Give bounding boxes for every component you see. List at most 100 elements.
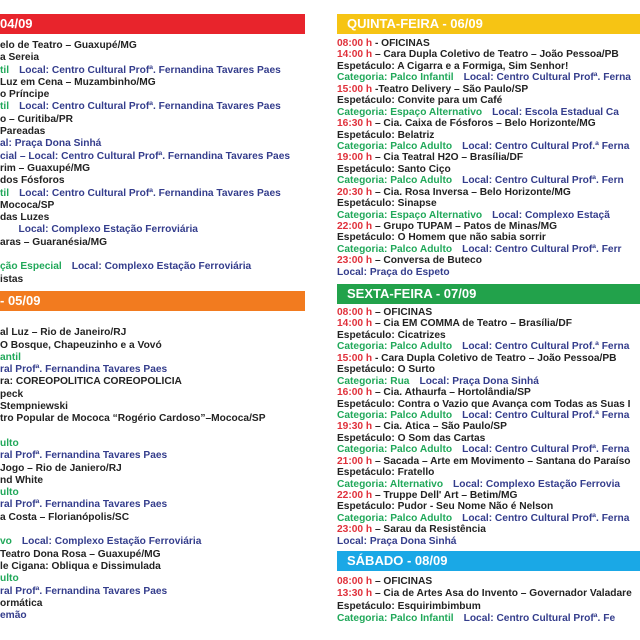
schedule-line: tro Popular de Mococa “Rogério Cardoso”–… bbox=[0, 413, 330, 425]
schedule-line: Espetáculo: Belatriz bbox=[337, 130, 640, 141]
schedule-line: o Príncipe bbox=[0, 89, 330, 101]
schedule-line: 23:00 h – Sarau da Resistência bbox=[337, 524, 640, 535]
schedule-line: ral Profª. Fernandina Tavares Paes bbox=[0, 499, 330, 511]
schedule-line: 14:00 h – Cia EM COMMA de Teatro – Brasí… bbox=[337, 318, 640, 329]
event-location: ral Profª. Fernandina Tavares Paes bbox=[0, 585, 168, 597]
event-text: – Cia. Rosa Inversa – Belo Horizonte/MG bbox=[372, 186, 571, 198]
event-text: Espetáculo: Cicatrizes bbox=[337, 329, 446, 341]
day-header: - 05/09 bbox=[0, 291, 305, 311]
schedule-line: Categoria: Palco Infantil Local: Centro C… bbox=[337, 72, 640, 83]
event-location: Local: Escola Estadual Ca bbox=[492, 106, 619, 118]
event-text: ormática bbox=[0, 597, 43, 609]
blank-line bbox=[0, 426, 330, 438]
schedule-line: 22:00 h – Grupo TUPAM – Patos de Minas/M… bbox=[337, 221, 640, 232]
event-location: Local: Complexo Estação Ferroviária bbox=[18, 224, 198, 236]
event-text: Espetáculo: Pudor - Seu Nome Não é Nelso… bbox=[337, 501, 554, 513]
event-text: Teatro Dona Rosa – Guaxupé/MG bbox=[0, 548, 161, 560]
schedule-list: elo de Teatro – Guaxupé/MG a Sereia til Loc… bbox=[0, 40, 330, 286]
event-text: rim – Guaxupé/MG bbox=[0, 162, 91, 174]
schedule-list: 08:00 h – OFICINAS 13:30 h – Cia de Artes… bbox=[337, 576, 640, 625]
schedule-line: peck bbox=[0, 389, 330, 401]
event-text: Espetáculo: O Surto bbox=[337, 364, 435, 376]
event-location: Local: Centro Cultural Profª. Fernandina… bbox=[19, 101, 281, 113]
event-location: Local: Complexo Estação Ferroviária bbox=[21, 536, 202, 548]
schedule-line: istas bbox=[0, 274, 330, 286]
schedule-line: Stempniewski bbox=[0, 401, 330, 413]
event-text: Espetáculo: O Homem que não sabia sorrir bbox=[337, 232, 546, 244]
event-location: Local: Complexo Estação Ferroviária bbox=[71, 261, 252, 273]
schedule-line: Categoria: Palco Infantil Local: Centro C… bbox=[337, 613, 640, 625]
schedule-line: 21:00 h – Sacada – Arte em Movimento – S… bbox=[337, 456, 640, 467]
schedule-line: Espetáculo: O Surto bbox=[337, 364, 640, 375]
schedule-line: al Luz – Rio de Janeiro/RJ bbox=[0, 327, 330, 339]
event-text: – Cia Teatral H2O – Brasília/DF bbox=[372, 152, 524, 164]
schedule-line: nd White bbox=[0, 475, 330, 487]
schedule-line: dos Fósforos bbox=[0, 175, 330, 187]
schedule-line: ulto bbox=[0, 487, 330, 499]
event-location: Local: Praça do Espeto bbox=[337, 266, 450, 278]
blank-line bbox=[0, 315, 330, 327]
event-text: - Cara Dupla Coletivo de Teatro – João P… bbox=[372, 352, 617, 364]
day-header: SEXTA-FEIRA - 07/09 bbox=[337, 284, 640, 304]
event-text: Espetáculo: Fratello bbox=[337, 467, 435, 479]
schedule-left-column: 04/09 elo de Teatro – Guaxupé/MG a Sereia t… bbox=[0, 14, 330, 621]
event-category: til bbox=[0, 187, 10, 199]
event-category: Categoria: Palco Adulto bbox=[337, 341, 453, 353]
event-location: Local: Praça Dona Sinhá bbox=[419, 375, 539, 387]
schedule-line: Espetáculo: Santo Ciço bbox=[337, 164, 640, 175]
schedule-line: Categoria: Rua Local: Praça Dona Sinhá bbox=[337, 376, 640, 387]
schedule-line: antil bbox=[0, 352, 330, 364]
event-category: Categoria: Espaço Alternativo bbox=[337, 209, 483, 221]
schedule-line: O Bosque, Chapeuzinho e a Vovó bbox=[0, 340, 330, 352]
schedule-line: Mococa/SP bbox=[0, 200, 330, 212]
event-time: 19:00 h bbox=[337, 152, 373, 164]
schedule-line: Categoria: Palco Adulto Local: Centro Cul… bbox=[337, 444, 640, 455]
event-text: – Cia de Artes Asa do Invento – Governad… bbox=[372, 588, 632, 600]
event-category: til bbox=[0, 101, 10, 113]
schedule-line: 22:00 h – Truppe Dell' Art – Betim/MG bbox=[337, 490, 640, 501]
event-time: 23:00 h bbox=[337, 255, 373, 267]
event-category: ulto bbox=[0, 437, 19, 449]
schedule-line: Local: Complexo Estação Ferroviária bbox=[0, 224, 330, 236]
event-location: ral Profª. Fernandina Tavares Paes bbox=[0, 450, 168, 462]
schedule-line: al: Praça Dona Sinhá bbox=[0, 138, 330, 150]
schedule-line: Categoria: Palco Adulto Local: Centro Cul… bbox=[337, 244, 640, 255]
event-time: 16:00 h bbox=[337, 387, 373, 399]
event-category: vo bbox=[0, 536, 12, 548]
event-time: 23:00 h bbox=[337, 524, 373, 536]
event-text: o Príncipe bbox=[0, 89, 50, 101]
event-location: Local: Centro Cultural Profª. Ferna bbox=[462, 444, 630, 456]
schedule-line: a Costa – Florianópolis/SC bbox=[0, 512, 330, 524]
event-time: 08:00 h bbox=[337, 307, 373, 318]
schedule-line: 08:00 h – OFICINAS bbox=[337, 307, 640, 318]
event-category: Categoria: Espaço Alternativo bbox=[337, 106, 483, 118]
schedule-line: Jogo – Rio de Janiero/RJ bbox=[0, 463, 330, 475]
event-time: 22:00 h bbox=[337, 490, 373, 501]
schedule-line: ulto bbox=[0, 573, 330, 585]
event-category: Categoria: Palco Adulto bbox=[337, 444, 453, 456]
event-location: Local: Complexo Estaçã bbox=[492, 209, 610, 221]
event-location: Local: Centro Cultural Profª. Fernandina… bbox=[19, 64, 281, 76]
schedule-line: vo Local: Complexo Estação Ferroviária bbox=[0, 536, 330, 548]
schedule-line: Espetáculo: Contra o Vazio que Avança co… bbox=[337, 399, 640, 410]
event-category: Categoria: Rua bbox=[337, 375, 410, 387]
schedule-line: ormática bbox=[0, 598, 330, 610]
schedule-line: Teatro Dona Rosa – Guaxupé/MG bbox=[0, 549, 330, 561]
event-text: Espetáculo: O Som das Cartas bbox=[337, 432, 486, 444]
event-location: Local: Centro Cultural Profª. Fern bbox=[462, 175, 624, 187]
schedule-right-column: QUINTA-FEIRA - 06/09 08:00 h - OFICINAS 14… bbox=[337, 0, 640, 640]
blank-line bbox=[0, 524, 330, 536]
event-text: – Sacada – Arte em Movimento – Santana d… bbox=[372, 455, 631, 467]
event-time: 21:00 h bbox=[337, 455, 373, 467]
schedule-line: Categoria: Alternativo Local: Complexo Es… bbox=[337, 479, 640, 490]
event-time: 15:00 h bbox=[337, 83, 373, 95]
event-text: Luz em Cena – Muzambinho/MG bbox=[0, 76, 156, 88]
schedule-line: Espetáculo: Pudor - Seu Nome Não é Nelso… bbox=[337, 501, 640, 512]
event-text: istas bbox=[0, 273, 24, 285]
event-time: 16:30 h bbox=[337, 118, 373, 130]
schedule-line: cial – Local: Centro Cultural Profª. Fer… bbox=[0, 151, 330, 163]
event-time: 14:00 h bbox=[337, 318, 373, 330]
event-location: cial – Local: Centro Cultural Profª. Fer… bbox=[0, 150, 291, 162]
event-text: – Cara Dupla Coletivo de Teatro – João P… bbox=[372, 49, 619, 61]
event-text: dos Fósforos bbox=[0, 175, 65, 187]
